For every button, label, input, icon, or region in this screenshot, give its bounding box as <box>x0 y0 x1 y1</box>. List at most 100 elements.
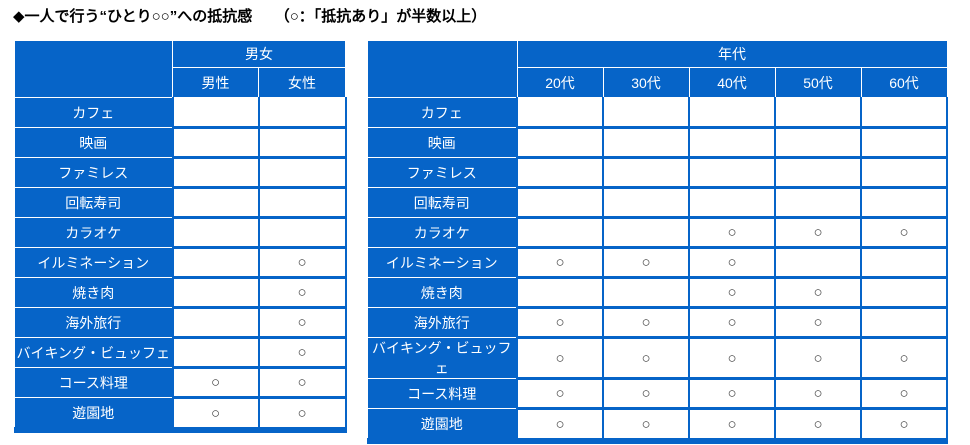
row-label: ファミレス <box>14 157 173 188</box>
mark-cell-circle: ○ <box>516 377 604 410</box>
row-label: 焼き肉 <box>14 277 173 308</box>
mark-cell-empty <box>171 246 260 279</box>
mark-cell-circle: ○ <box>257 276 347 309</box>
mark-cell-circle: ○ <box>860 216 948 249</box>
mark-cell-empty <box>516 156 604 189</box>
table-row: 遊園地 ○ ○ ○ ○ ○ <box>366 407 948 444</box>
row-label: 遊園地 <box>14 397 173 433</box>
mark-cell-empty <box>171 276 260 309</box>
header-row-group: 男女 <box>14 40 346 98</box>
header-row-columns: 男性 女性 <box>15 67 346 98</box>
mark-cell-circle: ○ <box>860 377 948 410</box>
mark-cell-empty <box>171 336 260 369</box>
mark-cell-circle: ○ <box>257 336 347 369</box>
table-row: 映画 <box>366 126 948 159</box>
mark-cell-empty <box>171 306 260 339</box>
mark-cell-empty <box>602 216 690 249</box>
row-label: 回転寿司 <box>366 187 518 218</box>
mark-cell-empty <box>257 126 347 159</box>
corner-cell <box>14 40 173 98</box>
figure-title: ◆一人で行う“ひとり○○”への抵抗感 （○：「抵抗あり」が半数以上） <box>13 8 487 25</box>
mark-cell-circle: ○ <box>602 377 690 410</box>
row-label: 海外旅行 <box>14 307 173 338</box>
column-header-50s: 50代 <box>774 67 862 98</box>
mark-cell-empty <box>860 186 948 219</box>
mark-cell-empty <box>257 186 347 219</box>
mark-cell-empty <box>171 97 260 129</box>
mark-cell-circle: ○ <box>688 246 776 279</box>
table-row: 回転寿司 <box>366 186 948 219</box>
column-header-40s: 40代 <box>688 67 776 98</box>
column-header-60s: 60代 <box>860 67 948 98</box>
row-label: 映画 <box>366 127 518 158</box>
mark-cell-circle: ○ <box>257 306 347 339</box>
mark-cell-circle: ○ <box>688 216 776 249</box>
mark-cell-empty <box>860 246 948 279</box>
mark-cell-empty <box>171 126 260 159</box>
row-label: 映画 <box>14 127 173 158</box>
mark-cell-circle: ○ <box>688 336 776 380</box>
mark-cell-circle: ○ <box>602 246 690 279</box>
mark-cell-empty <box>774 246 862 279</box>
table-row: 遊園地 ○ ○ <box>14 396 347 433</box>
mark-cell-empty <box>602 97 690 129</box>
row-label: カラオケ <box>14 217 173 248</box>
age-table: 年代 20代 30代 40代 50代 60代 カフェ 映画 ファミレス 回転寿司 カラオ… <box>366 40 948 444</box>
mark-cell-empty <box>516 216 604 249</box>
mark-cell-circle: ○ <box>774 216 862 249</box>
mark-cell-empty <box>257 97 347 129</box>
mark-cell-empty <box>774 126 862 159</box>
table-row: ファミレス <box>14 156 347 189</box>
mark-cell-circle: ○ <box>516 336 604 380</box>
mark-cell-circle: ○ <box>688 377 776 410</box>
mark-cell-circle: ○ <box>257 246 347 279</box>
row-label: 焼き肉 <box>366 277 518 308</box>
mark-cell-empty <box>688 126 776 159</box>
row-label: バイキング・ビュッフェ <box>366 337 518 379</box>
group-header-gender: 男女 <box>172 40 346 68</box>
table-row: 焼き肉 ○ <box>14 276 347 309</box>
column-header-20s: 20代 <box>516 67 604 98</box>
header-row-group: 年代 <box>366 40 948 98</box>
mark-cell-circle: ○ <box>602 407 690 444</box>
mark-cell-empty <box>602 126 690 159</box>
mark-cell-circle: ○ <box>688 407 776 444</box>
mark-cell-empty <box>602 156 690 189</box>
table-row: カラオケ <box>14 216 347 249</box>
table-row: コース料理 ○ ○ ○ ○ ○ <box>366 377 948 410</box>
row-label: 海外旅行 <box>366 307 518 338</box>
mark-cell-empty <box>516 276 604 309</box>
mark-cell-circle: ○ <box>774 276 862 309</box>
mark-cell-empty <box>860 126 948 159</box>
mark-cell-circle: ○ <box>602 306 690 339</box>
table-row: 映画 <box>14 126 347 159</box>
table-row: バイキング・ビュッフェ ○ <box>14 336 347 369</box>
column-header-30s: 30代 <box>602 67 690 98</box>
mark-cell-circle: ○ <box>774 407 862 444</box>
mark-cell-empty <box>257 216 347 249</box>
row-label: コース料理 <box>14 367 173 398</box>
mark-cell-empty <box>860 156 948 189</box>
corner-cell <box>366 40 518 98</box>
mark-cell-empty <box>860 276 948 309</box>
mark-cell-circle: ○ <box>774 336 862 380</box>
mark-cell-empty <box>171 156 260 189</box>
row-label: バイキング・ビュッフェ <box>14 337 173 368</box>
header-row-columns: 20代 30代 40代 50代 60代 <box>367 67 948 98</box>
mark-cell-circle: ○ <box>688 306 776 339</box>
mark-cell-empty <box>602 186 690 219</box>
row-label: 回転寿司 <box>14 187 173 218</box>
mark-cell-empty <box>516 97 604 129</box>
row-label: カラオケ <box>366 217 518 248</box>
mark-cell-empty <box>171 216 260 249</box>
row-label: コース料理 <box>366 378 518 409</box>
mark-cell-circle: ○ <box>860 336 948 380</box>
mark-cell-circle: ○ <box>257 396 347 433</box>
table-row: イルミネーション ○ ○ ○ <box>366 246 948 279</box>
column-header-male: 男性 <box>172 67 259 98</box>
mark-cell-circle: ○ <box>171 366 260 399</box>
mark-cell-empty <box>257 156 347 189</box>
mark-cell-circle: ○ <box>516 407 604 444</box>
mark-cell-circle: ○ <box>257 366 347 399</box>
